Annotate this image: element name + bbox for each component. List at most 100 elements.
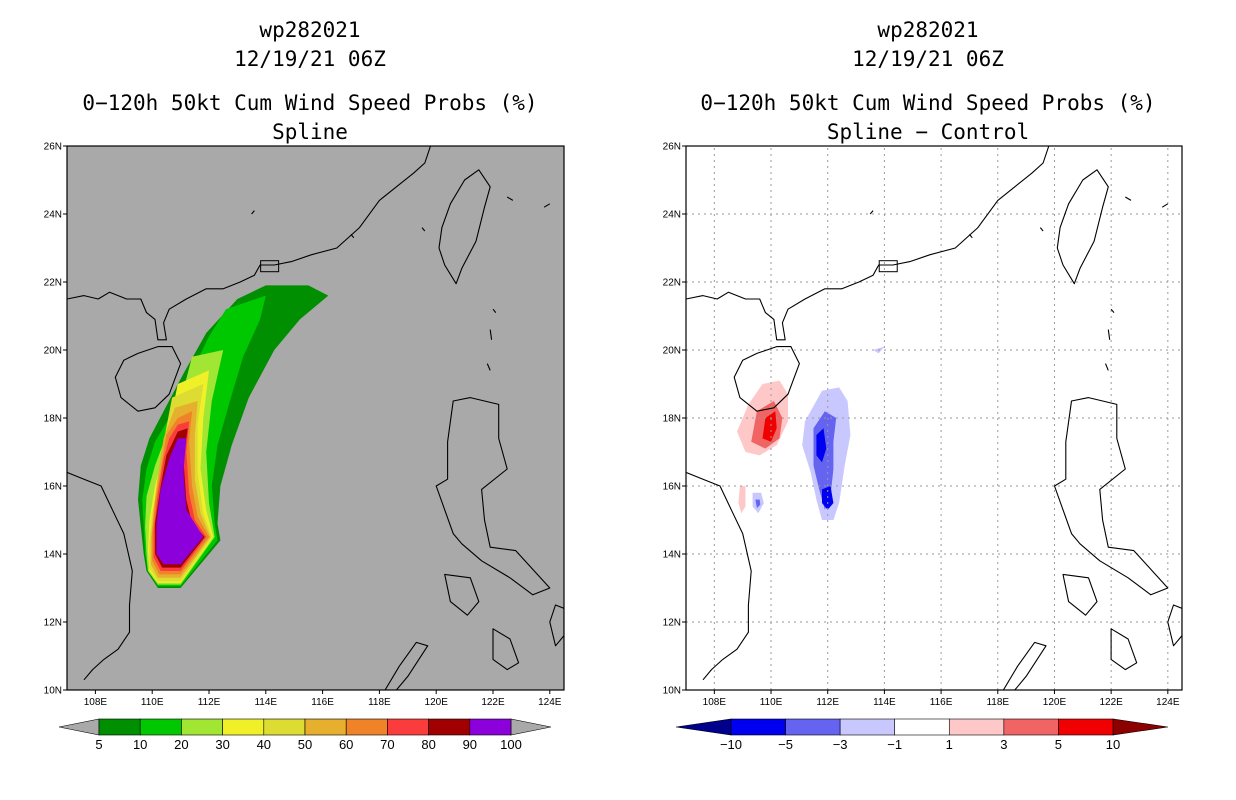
longitude-label: 112E — [816, 697, 839, 708]
latitude-label: 10N — [44, 686, 62, 697]
colorbar-label: 20 — [174, 737, 188, 752]
longitude-label: 124E — [1156, 697, 1180, 708]
colorbar-swatch — [1003, 718, 1059, 736]
hong-kong-box — [260, 260, 280, 273]
colorbar-left-arrow — [675, 718, 732, 736]
longitude-label: 110E — [760, 697, 783, 708]
colorbar-label: 10 — [1106, 737, 1120, 752]
colorbar-label: 40 — [257, 737, 271, 752]
longitude-label: 114E — [873, 697, 896, 708]
vietnam-coastline — [686, 471, 752, 681]
small-island — [1107, 329, 1111, 340]
longitude-label: 114E — [254, 697, 277, 708]
hong-kong-box — [878, 260, 898, 273]
left-product-title: 0−120h 50kt Cum Wind Speed Probs (%) — [82, 91, 538, 115]
latitude-label: 20N — [663, 346, 681, 357]
colorbar-swatch — [948, 718, 1005, 736]
panay-island — [1110, 628, 1138, 671]
left-colorbar: 5 10 20 30 40 50 60 70 80 90 100 — [58, 718, 552, 752]
latitude-label: 16N — [663, 482, 681, 493]
left-datetime: 12/19/21 06Z — [234, 47, 386, 71]
right-datetime: 12/19/21 06Z — [852, 47, 1004, 71]
china-coastline — [686, 146, 1050, 341]
small-island — [350, 234, 355, 239]
longitude-label: 124E — [538, 697, 562, 708]
colorbar-label: 1 — [946, 737, 953, 752]
mindoro-island — [444, 573, 480, 616]
longitude-label: 118E — [368, 697, 391, 708]
mindoro-island — [1062, 573, 1098, 616]
latitude-label: 14N — [44, 550, 62, 561]
right-method-title: Spline − Control — [826, 120, 1030, 144]
colorbar-swatch — [469, 718, 512, 736]
difference-contour — [738, 486, 746, 514]
colorbar-label: −3 — [833, 737, 848, 752]
hainan-island — [114, 346, 182, 412]
small-island — [492, 308, 497, 313]
left-storm-id: wp282021 — [259, 18, 361, 42]
small-island — [1125, 196, 1132, 201]
longitude-label: 108E — [84, 697, 108, 708]
colorbar-swatch — [894, 718, 950, 736]
latitude-label: 24N — [663, 210, 681, 221]
right-colorbar: −10 −5 −3 −1 1 3 5 10 — [675, 718, 1169, 752]
longitude-label: 118E — [986, 697, 1009, 708]
colorbar-swatch — [785, 718, 841, 736]
latitude-label: 26N — [44, 142, 62, 153]
vietnam-coastline — [67, 471, 133, 681]
small-island — [1104, 363, 1109, 371]
latitude-label: 22N — [663, 278, 681, 289]
colorbar-label: −10 — [720, 737, 742, 752]
colorbar-label: 100 — [500, 737, 522, 752]
small-island — [1110, 308, 1115, 313]
hainan-island — [733, 346, 800, 412]
difference-contour — [755, 499, 761, 509]
small-island — [421, 227, 426, 232]
latitude-label: 16N — [44, 482, 62, 493]
colorbar-label: 80 — [421, 737, 435, 752]
right-storm-id: wp282021 — [877, 18, 979, 42]
colorbar-label: 3 — [1000, 737, 1007, 752]
latitude-label: 12N — [663, 618, 681, 629]
latitude-label: 18N — [44, 414, 62, 425]
colorbar-label: 90 — [463, 737, 477, 752]
small-island — [251, 210, 255, 215]
small-island — [506, 196, 514, 201]
small-island — [1039, 227, 1044, 232]
longitude-label: 120E — [1043, 697, 1067, 708]
luzon-island — [435, 397, 551, 596]
colorbar-label: 60 — [339, 737, 353, 752]
colorbar-label: −5 — [778, 737, 793, 752]
samar-island — [1167, 604, 1182, 647]
small-island — [543, 203, 551, 208]
colorbar-swatch — [1058, 718, 1114, 736]
colorbar-right-arrow — [1112, 718, 1169, 736]
longitude-label: 116E — [930, 697, 953, 708]
colorbar-label: 50 — [298, 737, 312, 752]
small-island — [1161, 203, 1169, 208]
longitude-label: 116E — [311, 697, 334, 708]
samar-island — [549, 604, 564, 647]
panay-island — [492, 628, 520, 671]
small-island — [968, 234, 973, 239]
colorbar-label: 5 — [95, 737, 102, 752]
small-island — [489, 329, 493, 340]
palawan-island — [1002, 641, 1047, 690]
small-island — [869, 210, 874, 215]
small-island — [486, 363, 491, 371]
longitude-label: 110E — [141, 697, 164, 708]
probability-contour-90 — [156, 438, 204, 565]
latitude-label: 18N — [663, 414, 681, 425]
colorbar-swatch — [730, 718, 786, 736]
latitude-label: 14N — [663, 550, 681, 561]
difference-contour — [762, 411, 777, 442]
latitude-label: 20N — [44, 346, 62, 357]
map-background — [67, 146, 564, 690]
latitude-label: 26N — [663, 142, 681, 153]
latitude-label: 22N — [44, 278, 62, 289]
latitude-label: 12N — [44, 618, 62, 629]
difference-contour — [816, 428, 827, 463]
taiwan-island — [1056, 169, 1109, 285]
